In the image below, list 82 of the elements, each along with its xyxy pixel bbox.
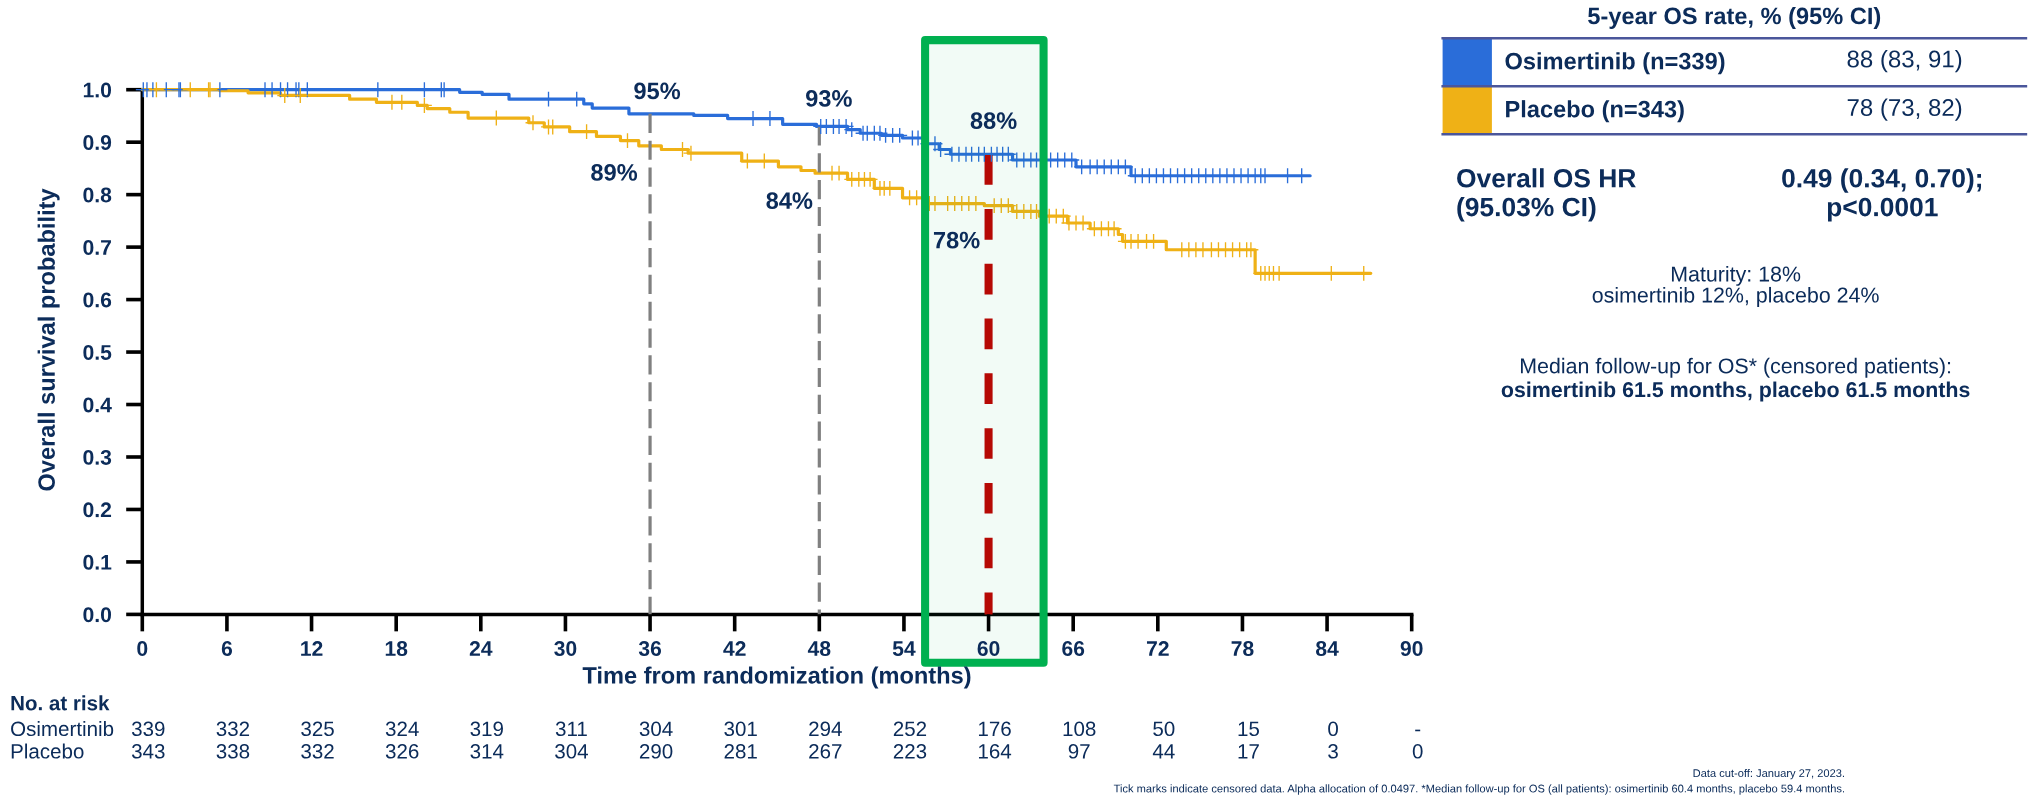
text: 301 — [724, 721, 757, 737]
x-tick-label: 0 — [137, 641, 148, 657]
text: Placebo — [11, 743, 84, 759]
x-tick-label: 60 — [977, 641, 1000, 657]
text: No. at risk — [11, 695, 110, 711]
text: 326 — [385, 744, 419, 759]
y-tick-label: 0.4 — [83, 397, 112, 413]
x-axis-title: Time from randomization (months) — [582, 666, 971, 689]
x-tick-label: 24 — [469, 641, 493, 656]
x-tick-label: 72 — [1146, 641, 1169, 656]
x-tick-label: 6 — [221, 641, 233, 657]
text: Overall OS HR (95.03% CI) — [1457, 168, 1636, 222]
text: 44 — [1152, 744, 1175, 759]
text: 164 — [978, 744, 1012, 759]
text: 3 — [1328, 744, 1338, 759]
x-tick-label: 36 — [638, 641, 662, 657]
text: Median follow-up for OS* (censored patients): — [1521, 357, 1951, 378]
text: 294 — [809, 721, 842, 737]
text: osimertinib 61.5 months, placebo 61.5 months — [1501, 381, 1970, 402]
text: 290 — [639, 744, 673, 759]
y-tick-label: 1.0 — [83, 82, 112, 98]
text: Maturity: 18% osimertinib 12%, placebo 24% — [1592, 265, 1879, 307]
text: 319 — [470, 721, 503, 737]
text: 0.49 (0.34, 0.70); p<0.0001 — [1782, 168, 1982, 222]
text: Data cut-off: January 27, 2023. — [1693, 768, 1844, 780]
text: 267 — [809, 744, 842, 759]
x-tick-label: 48 — [807, 641, 831, 657]
x-tick-label: 84 — [1316, 641, 1339, 657]
x-tick-label: 42 — [723, 641, 746, 656]
annotation: 88% — [970, 112, 1017, 129]
text: 78 (73, 82) — [1847, 98, 1962, 121]
text: 343 — [131, 744, 165, 759]
y-tick-label: 0.8 — [83, 187, 112, 203]
y-tick-label: 0.2 — [83, 502, 112, 518]
y-tick-label: 0.1 — [83, 554, 112, 570]
text: 252 — [893, 721, 927, 737]
text: 223 — [893, 744, 927, 759]
text: 108 — [1063, 721, 1096, 737]
text: 88 (83, 91) — [1847, 49, 1962, 73]
annotation: 89% — [591, 164, 638, 181]
x-tick-label: 18 — [385, 641, 408, 657]
annotation: 78% — [933, 231, 980, 249]
text: Osimertinib — [11, 721, 114, 737]
text: 314 — [470, 744, 504, 759]
text: Tick marks indicate censored data. Alpha allocation of 0.0497. *Median follow-up for OS (all patients): osimertinib 60.4 months, placebo 59.4 months. — [1113, 784, 1845, 795]
y-axis-title: Overall survival probability — [37, 188, 60, 491]
text: 304 — [555, 744, 588, 759]
text: 332 — [301, 744, 334, 759]
annotation: 84% — [766, 192, 813, 209]
text: 50 — [1153, 721, 1175, 737]
text: 15 — [1238, 721, 1260, 737]
text: 281 — [724, 744, 757, 759]
x-tick-label: 54 — [892, 641, 916, 657]
text: 304 — [639, 721, 673, 737]
text: 324 — [385, 721, 419, 737]
x-tick-label: 12 — [301, 641, 323, 656]
text: 0 — [1412, 744, 1423, 759]
y-tick-label: 0.0 — [83, 607, 112, 623]
text: 311 — [555, 721, 587, 737]
text: 0 — [1328, 721, 1338, 737]
legend-title: 5-year OS rate, % (95% CI) — [1588, 7, 1881, 29]
annotation: 95% — [634, 82, 681, 100]
text: 17 — [1238, 744, 1259, 759]
text: - — [1415, 729, 1421, 732]
y-tick-label: 0.7 — [83, 240, 111, 255]
x-tick-label: 90 — [1400, 641, 1423, 657]
text: 325 — [301, 721, 334, 737]
y-tick-label: 0.6 — [83, 292, 112, 308]
y-tick-label: 0.9 — [83, 135, 112, 151]
legend-label: Osimertinib (n=339) — [1505, 52, 1725, 75]
text: 338 — [216, 744, 250, 759]
x-tick-label: 78 — [1231, 641, 1254, 657]
annotation: 93% — [806, 90, 852, 107]
x-tick-label: 30 — [554, 641, 577, 657]
legend-label: Placebo (n=343) — [1506, 100, 1684, 123]
text: 176 — [978, 721, 1011, 737]
text: 332 — [216, 721, 250, 737]
y-tick-label: 0.5 — [83, 344, 112, 360]
text: 97 — [1068, 744, 1090, 759]
text: 339 — [131, 721, 165, 737]
x-tick-label: 66 — [1062, 641, 1085, 657]
y-tick-label: 0.3 — [83, 449, 112, 465]
